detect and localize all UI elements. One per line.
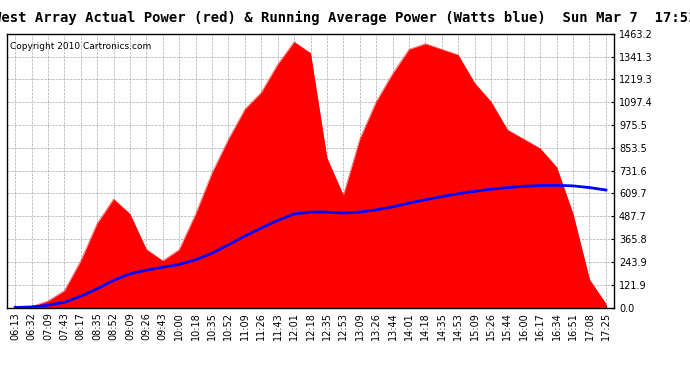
Text: Copyright 2010 Cartronics.com: Copyright 2010 Cartronics.com: [10, 42, 151, 51]
Text: West Array Actual Power (red) & Running Average Power (Watts blue)  Sun Mar 7  1: West Array Actual Power (red) & Running …: [0, 11, 690, 26]
